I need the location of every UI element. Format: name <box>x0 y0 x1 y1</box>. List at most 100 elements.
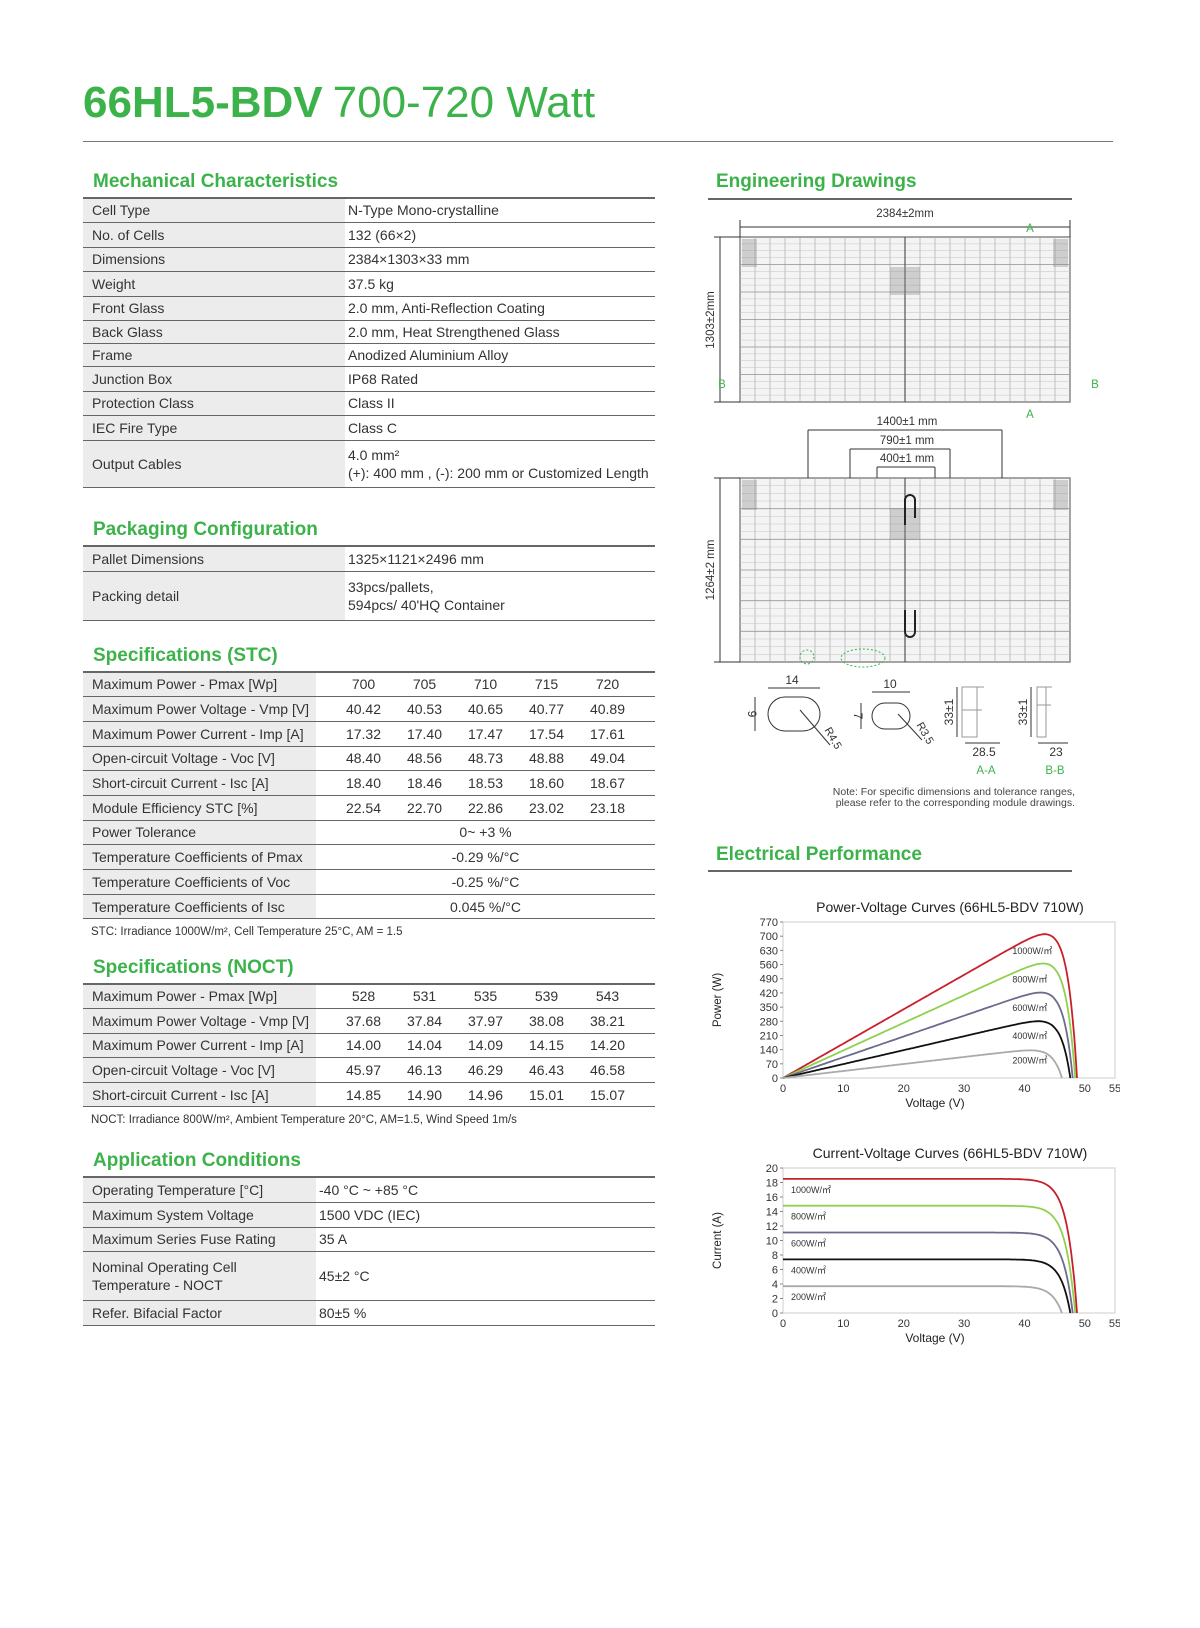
row-value-line: 33pcs/pallets, <box>348 578 434 595</box>
detail-marker <box>799 649 815 665</box>
row-value: 17.61 <box>589 725 626 742</box>
row-label-line: Nominal Operating Cell <box>92 1258 237 1275</box>
title-divider <box>83 141 1113 142</box>
row-label: Power Tolerance <box>83 820 316 845</box>
row-value: 48.40 <box>345 750 382 767</box>
series-label: 200W/㎡ <box>1012 1056 1047 1066</box>
table-row: Dimensions 2384×1303×33 mm <box>83 247 655 272</box>
y-tick-label: 420 <box>760 988 778 1000</box>
row-value: 132 (66×2) <box>348 226 417 243</box>
row-value: 40.53 <box>406 701 443 718</box>
engineering-drawing: 2384±2mm 1303±2mm A A B B 1400±1 mm 790±1 mm 400… <box>705 208 1099 777</box>
table-row: Nominal Operating Cell Temperature - NOCT… <box>83 1251 655 1301</box>
table-row: Open-circuit Voltage - Voc [V] 45.97 46.13… <box>83 1058 655 1083</box>
row-value: 715 <box>534 676 559 693</box>
chart-title: Power-Voltage Curves (66HL5-BDV 710W) <box>816 899 1084 915</box>
series-line <box>783 1285 1063 1314</box>
row-value: -0.29 %/°C <box>451 849 520 866</box>
y-tick-label: 770 <box>760 917 778 929</box>
series-label: 800W/㎡ <box>1012 975 1047 985</box>
table-row: Protection Class Class II <box>83 391 655 416</box>
row-label: Maximum Power Current - Imp [A] <box>83 1033 316 1058</box>
table-row: Temperature Coefficients of Pmax -0.29 %/… <box>83 845 655 870</box>
y-tick-label: 12 <box>766 1221 778 1233</box>
section-heading: Mechanical Characteristics <box>93 171 339 192</box>
dimension-label: 790±1 mm <box>880 435 934 447</box>
application-section: Application Conditions Operating Temperat… <box>83 1149 655 1326</box>
row-value: 40.89 <box>589 701 626 718</box>
row-label: Nominal Operating Cell Temperature - NOCT <box>83 1251 316 1300</box>
current-voltage-chart: Current-Voltage Curves (66HL5-BDV 710W) 0… <box>712 1145 1120 1345</box>
row-label: Maximum Power Voltage - Vmp [V] <box>83 697 316 721</box>
row-value: 46.13 <box>406 1062 443 1079</box>
row-value: 539 <box>534 988 559 1005</box>
row-values: 45.97 46.13 46.29 46.43 46.58 <box>316 1062 638 1078</box>
dimension-label: R3.5 <box>914 720 936 746</box>
dimension-label: 400±1 mm <box>880 453 934 465</box>
row-label: Back Glass <box>83 321 345 343</box>
row-value: 17.32 <box>345 725 382 742</box>
series-line <box>783 1231 1074 1314</box>
junction-box <box>1053 239 1068 267</box>
table-row: Maximum Power Voltage - Vmp [V] 40.42 40.5… <box>83 697 655 722</box>
row-label: Front Glass <box>83 296 345 320</box>
table-row: Pallet Dimensions 1325×1121×2496 mm <box>83 546 655 572</box>
y-tick-label: 18 <box>766 1178 778 1190</box>
row-value: 1500 VDC (IEC) <box>319 1206 421 1223</box>
electrical-section: Electrical Performance <box>708 843 1072 872</box>
table-row: Maximum Series Fuse Rating 35 A <box>83 1227 655 1252</box>
row-label: Packing detail <box>83 571 345 620</box>
row-value: 18.67 <box>589 775 626 792</box>
section-divider <box>83 545 655 547</box>
table-row: Cell Type N-Type Mono-crystalline <box>83 198 655 223</box>
section-divider <box>83 983 655 985</box>
section-marker: B <box>1091 379 1099 391</box>
y-tick-label: 0 <box>772 1073 778 1085</box>
table-note: STC: Irradiance 1000W/m², Cell Temperatu… <box>91 926 403 939</box>
row-value: 543 <box>595 988 620 1005</box>
x-axis-label: Voltage (V) <box>905 1096 964 1110</box>
row-value: 46.43 <box>528 1062 565 1079</box>
section-heading: Specifications (NOCT) <box>93 957 294 978</box>
junction-box <box>742 239 757 267</box>
table-row: Back Glass 2.0 mm, Heat Strengthened Glas… <box>83 321 655 344</box>
row-value-line: 4.0 mm² <box>348 446 400 463</box>
row-values: 528 531 535 539 543 <box>316 988 638 1004</box>
series-line <box>783 1204 1077 1314</box>
engineering-note: Note: For specific dimensions and tolera… <box>832 786 1075 809</box>
row-value: 23.02 <box>528 799 565 816</box>
row-values: 40.42 40.53 40.65 40.77 40.89 <box>316 701 638 717</box>
row-label: Maximum Power - Pmax [Wp] <box>83 984 316 1009</box>
row-value: 46.29 <box>467 1062 504 1079</box>
dimension-label: 1303±2mm <box>705 291 717 348</box>
y-tick-label: 0 <box>772 1308 778 1320</box>
dimension-label: 9 <box>745 711 759 718</box>
y-tick-label: 210 <box>760 1030 778 1042</box>
power-range: 700-720 Watt <box>332 78 596 127</box>
row-value: 38.08 <box>528 1012 565 1029</box>
x-tick-label: 30 <box>958 1083 970 1095</box>
series-line <box>783 1258 1072 1314</box>
row-value: 48.88 <box>528 750 565 767</box>
row-values: 14.00 14.04 14.09 14.15 14.20 <box>316 1037 638 1053</box>
row-value: 14.04 <box>406 1037 443 1054</box>
row-label: Temperature Coefficients of Voc <box>83 870 316 894</box>
row-values: 14.85 14.90 14.96 15.01 15.07 <box>316 1087 638 1103</box>
table-row: Power Tolerance 0~ +3 % <box>83 820 655 846</box>
junction-box <box>1053 480 1068 510</box>
row-value: 710 <box>473 676 498 693</box>
table-row: Short-circuit Current - Isc [A] 14.85 14.9… <box>83 1082 655 1108</box>
row-value: 0~ +3 % <box>459 824 512 841</box>
row-value: -40 °C ~ +85 °C <box>319 1181 419 1198</box>
row-label: Maximum Series Fuse Rating <box>83 1227 316 1251</box>
mounting-hole-14x9 <box>767 696 821 732</box>
y-tick-label: 16 <box>766 1192 778 1204</box>
row-label: Operating Temperature [°C] <box>83 1177 316 1202</box>
series-line <box>782 1049 1063 1079</box>
x-axis-label: Voltage (V) <box>905 1331 964 1345</box>
row-label: Pallet Dimensions <box>83 546 345 571</box>
table-row: IEC Fire Type Class C <box>83 416 655 441</box>
series-label: 600W/㎡ <box>791 1239 826 1249</box>
row-value: 49.04 <box>589 750 626 767</box>
series-label: 1000W/㎡ <box>791 1185 831 1195</box>
